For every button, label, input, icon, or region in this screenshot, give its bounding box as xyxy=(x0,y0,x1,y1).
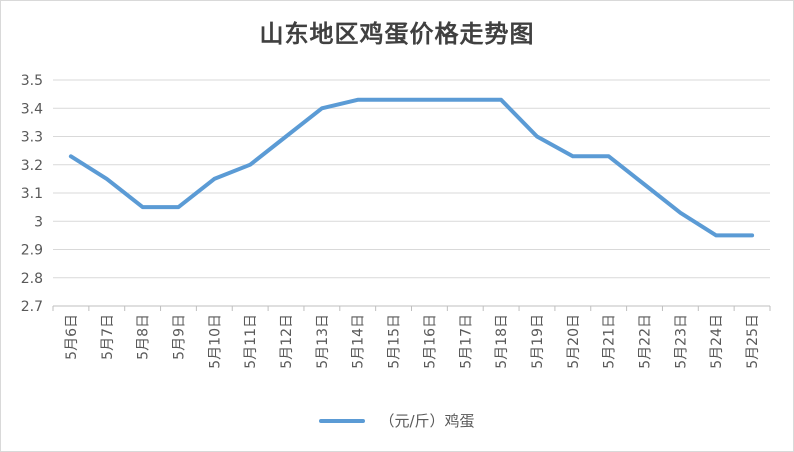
x-tick-label: 5月24日 xyxy=(709,314,725,369)
x-tick-label: 5月17日 xyxy=(458,314,474,369)
series-line xyxy=(68,97,755,238)
y-tick-label: 3.1 xyxy=(21,186,43,202)
x-tick-label: 5月6日 xyxy=(64,314,80,360)
x-tick-label: 5月9日 xyxy=(171,314,187,360)
legend: （元/斤）鸡蛋 xyxy=(0,410,794,431)
y-tick-label: 2.9 xyxy=(21,243,43,259)
y-tick-label: 3.2 xyxy=(21,158,43,174)
y-tick-label: 3 xyxy=(34,214,43,230)
x-tick-label: 5月16日 xyxy=(422,314,438,369)
x-tick-label: 5月11日 xyxy=(243,314,259,369)
x-tick-label: 5月14日 xyxy=(351,314,367,369)
y-tick-label: 2.7 xyxy=(21,299,43,315)
x-tick-label: 5月12日 xyxy=(279,314,295,369)
x-tick-label: 5月15日 xyxy=(387,314,403,369)
x-tick-label: 5月23日 xyxy=(673,314,689,369)
x-tick-label: 5月20日 xyxy=(566,314,582,369)
legend-swatch xyxy=(319,418,366,423)
x-tick-label: 5月22日 xyxy=(638,314,654,369)
y-tick-label: 2.8 xyxy=(21,271,43,287)
x-tick-label: 5月18日 xyxy=(494,314,510,369)
x-tick-label: 5月10日 xyxy=(207,314,223,369)
y-tick-label: 3.5 xyxy=(21,73,43,89)
x-tick-label: 5月7日 xyxy=(100,314,116,360)
x-tick-label: 5月19日 xyxy=(530,314,546,369)
y-tick-label: 3.4 xyxy=(21,101,43,117)
x-tick-label: 5月25日 xyxy=(745,314,761,369)
chart-title: 山东地区鸡蛋价格走势图 xyxy=(259,19,535,48)
x-tick-label: 5月8日 xyxy=(136,314,152,360)
legend-label: （元/斤）鸡蛋 xyxy=(379,412,475,430)
x-tick-label: 5月21日 xyxy=(602,314,618,369)
x-tick-label: 5月13日 xyxy=(315,314,331,369)
y-tick-label: 3.3 xyxy=(21,130,43,146)
